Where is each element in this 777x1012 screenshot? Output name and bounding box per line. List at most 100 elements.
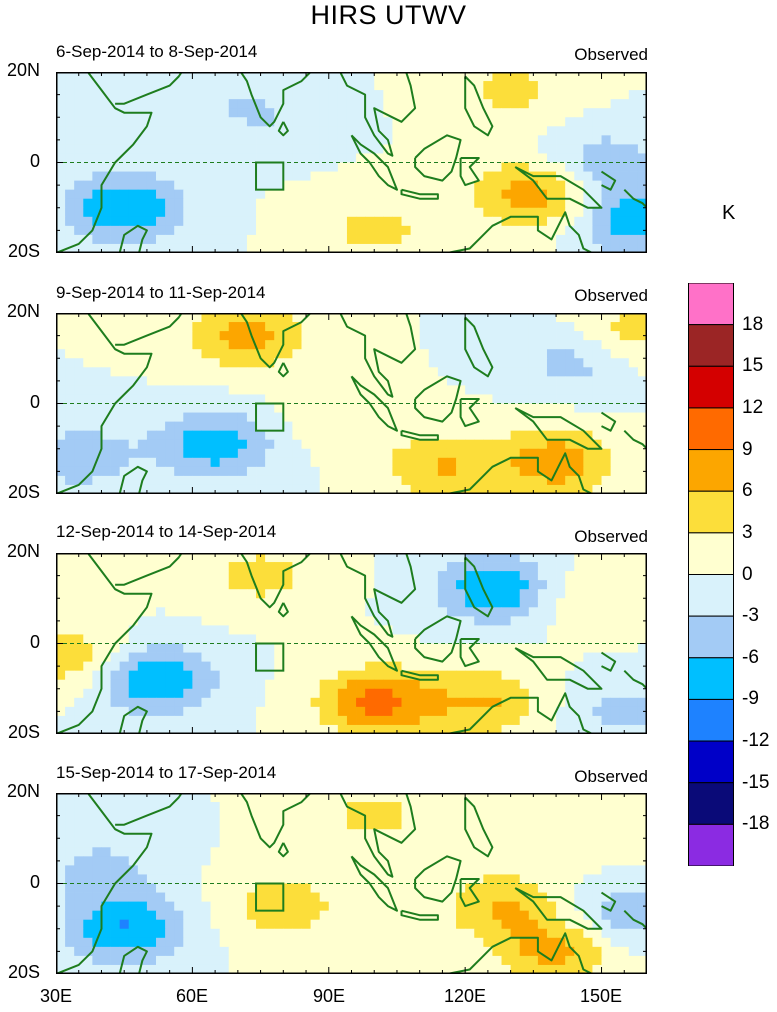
field-cell xyxy=(446,553,457,563)
field-cell xyxy=(256,598,266,608)
field-cell xyxy=(319,553,330,563)
field-cell xyxy=(92,313,102,323)
field-cell xyxy=(565,322,575,332)
field-cell xyxy=(128,457,139,468)
field-cell xyxy=(328,198,339,209)
field-cell xyxy=(610,466,621,477)
field-cell xyxy=(174,847,184,857)
field-cell xyxy=(574,598,584,608)
field-cell xyxy=(101,448,111,459)
field-cell xyxy=(628,598,639,608)
field-cell xyxy=(537,216,548,227)
field-cell xyxy=(210,412,221,422)
field-cell xyxy=(565,598,575,608)
field-cell xyxy=(437,793,448,803)
panel-4-status: Observed xyxy=(574,767,648,786)
field-cell xyxy=(410,108,421,118)
field-cell xyxy=(65,562,75,572)
field-cell xyxy=(510,688,521,699)
field-cell xyxy=(346,697,357,708)
field-cell xyxy=(556,117,566,127)
field-cell xyxy=(101,475,111,486)
field-cell xyxy=(246,376,257,386)
field-cell xyxy=(565,358,575,368)
field-cell xyxy=(537,820,548,830)
field-cell xyxy=(56,811,66,821)
field-cell xyxy=(383,144,393,154)
field-cell xyxy=(392,688,402,699)
field-cell xyxy=(565,634,575,644)
field-cell xyxy=(628,679,639,690)
field-cell xyxy=(419,99,430,109)
field-cell xyxy=(528,126,539,136)
field-cell xyxy=(174,189,184,200)
field-cell xyxy=(537,385,548,395)
field-cell xyxy=(528,466,539,477)
field-cell xyxy=(583,72,593,82)
field-cell xyxy=(628,847,639,857)
field-cell xyxy=(128,331,139,341)
field-cell xyxy=(365,901,375,912)
field-cell xyxy=(337,616,348,626)
field-cell xyxy=(356,562,366,572)
field-cell xyxy=(510,126,521,136)
field-cell xyxy=(383,847,393,857)
field-cell xyxy=(519,189,530,200)
field-cell xyxy=(74,553,84,563)
field-cell xyxy=(110,403,121,413)
field-cell xyxy=(492,607,502,617)
field-cell xyxy=(92,198,102,209)
field-cell xyxy=(437,661,448,672)
field-cell xyxy=(583,553,593,563)
field-cell xyxy=(546,81,557,91)
field-cell xyxy=(219,180,230,191)
field-cell xyxy=(319,679,330,690)
field-cell xyxy=(483,340,493,350)
field-cell xyxy=(146,688,157,699)
field-cell xyxy=(610,403,621,413)
field-cell xyxy=(583,715,593,726)
field-cell xyxy=(146,439,157,450)
field-cell xyxy=(510,349,521,359)
field-cell xyxy=(310,349,321,359)
field-cell xyxy=(356,838,366,848)
field-cell xyxy=(301,421,311,432)
field-cell xyxy=(537,349,548,359)
field-cell xyxy=(219,811,230,821)
field-cell xyxy=(628,553,639,563)
field-cell xyxy=(356,376,366,386)
field-cell xyxy=(246,162,257,172)
field-cell xyxy=(428,439,439,450)
field-cell xyxy=(628,90,639,100)
field-cell xyxy=(592,802,602,812)
field-cell xyxy=(610,661,621,672)
field-cell xyxy=(346,394,357,404)
field-cell xyxy=(592,562,602,572)
field-cell xyxy=(292,625,302,635)
field-cell xyxy=(401,313,411,323)
field-cell xyxy=(83,108,93,118)
field-cell xyxy=(337,847,348,857)
field-cell xyxy=(374,430,384,441)
field-cell xyxy=(328,99,339,109)
field-cell xyxy=(528,99,539,109)
field-cell xyxy=(537,322,548,332)
coastline xyxy=(118,465,148,494)
field-cell xyxy=(501,670,512,681)
field-cell xyxy=(83,562,93,572)
field-cell xyxy=(128,643,139,653)
field-cell xyxy=(601,856,612,866)
field-cell xyxy=(519,135,530,145)
field-cell xyxy=(74,598,84,608)
field-cell xyxy=(383,838,393,848)
field-cell xyxy=(192,571,202,581)
field-cell xyxy=(301,598,311,608)
field-cell xyxy=(74,697,84,708)
field-cell xyxy=(65,171,75,181)
field-cell xyxy=(365,207,375,218)
field-cell xyxy=(519,856,530,866)
field-cell xyxy=(365,367,375,377)
field-cell xyxy=(419,225,430,236)
field-cell xyxy=(165,865,175,875)
field-cell xyxy=(483,679,493,690)
